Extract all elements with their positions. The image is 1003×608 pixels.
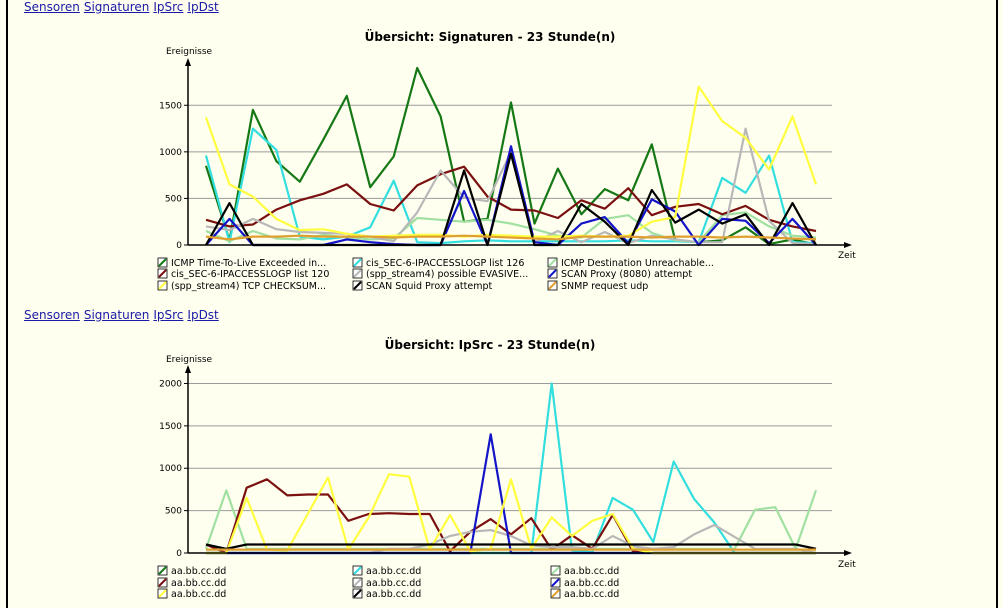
legend-swatch-line [548,258,557,267]
series-line-5 [205,127,817,246]
y-axis-label: Ereignisse [166,355,213,365]
nav-link-ipsrc[interactable]: IpSrc [153,308,184,322]
legend-label: aa.bb.cc.dd [171,566,226,577]
y-axis-arrow [185,58,191,66]
series-line-1 [204,66,817,246]
legend-swatch-line [158,269,167,278]
series-line-7 [204,85,818,238]
legend-swatch-line [548,269,557,278]
signaturen-chart: Übersicht: Signaturen - 23 Stunde(n) Erei… [157,29,856,292]
legend-label: SCAN Squid Proxy attempt [366,281,493,292]
y-tick-label: 0 [176,241,182,251]
legend-swatch-line [158,258,167,267]
nav-link-sensoren[interactable]: Sensoren [24,308,80,322]
legend-label: aa.bb.cc.dd [171,578,226,589]
y-axis-label: Ereignisse [166,47,213,57]
legend-label: SNMP request udp [561,281,648,292]
series-line-3 [204,489,818,550]
y-tick-label: 1000 [159,464,182,474]
legend-swatch-line [551,589,560,598]
x-axis-arrow [844,242,852,248]
legend-label: aa.bb.cc.dd [366,578,421,589]
legend-label: aa.bb.cc.dd [564,566,619,577]
legend-swatch-line [551,578,560,587]
legend-label: ICMP Destination Unreachable... [561,258,714,269]
y-tick-label: 0 [176,549,182,559]
x-axis-label: Zeit [838,560,856,570]
legend-label: cis_SEC-6-IPACCESSLOGP list 126 [366,258,524,269]
x-axis-label: Zeit [838,251,856,261]
legend-label: aa.bb.cc.dd [564,578,619,589]
nav-link-ipdst[interactable]: IpDst [187,0,219,14]
y-axis-arrow [185,365,191,373]
y-tick-label: 1500 [159,422,182,432]
nav-link-sensoren[interactable]: Sensoren [24,0,80,14]
legend-label: cis_SEC-6-IPACCESSLOGP list 120 [171,269,329,280]
legend-label: aa.bb.cc.dd [366,566,421,577]
y-tick-label: 2000 [159,379,182,389]
frame-left-border [6,0,8,608]
legend-swatch-line [353,269,362,278]
legend-label: aa.bb.cc.dd [366,589,421,600]
nav-link-signaturen[interactable]: Signaturen [83,308,150,322]
legend-label: ICMP Time-To-Live Exceeded in... [171,258,326,269]
nav-bar-middle: Sensoren Signaturen IpSrc IpDst [24,308,223,322]
legend-swatch-line [158,281,167,290]
legend-label: (spp_stream4) possible EVASIVE... [366,269,528,280]
x-axis-arrow [844,550,852,556]
series-line-3 [205,211,817,244]
chart-title: Übersicht: IpSrc - 23 Stunde(n) [385,337,596,352]
series-line-8 [205,543,817,550]
legend-swatch-line [158,578,167,587]
series-line-4 [205,165,817,233]
legend-swatch-line [353,258,362,267]
legend-swatch-line [353,281,362,290]
legend-label: aa.bb.cc.dd [171,589,226,600]
frame-right-border [996,0,998,608]
legend-swatch-line [353,578,362,587]
y-tick-label: 1000 [159,148,182,158]
nav-link-signaturen[interactable]: Signaturen [83,0,150,14]
series-line-7 [206,473,816,555]
legend-swatch-line [551,566,560,575]
chart-title: Übersicht: Signaturen - 23 Stunde(n) [365,29,616,44]
nav-link-ipsrc[interactable]: IpSrc [153,0,184,14]
legend-swatch-line [353,589,362,598]
y-tick-label: 500 [165,507,182,517]
legend-label: aa.bb.cc.dd [564,589,619,600]
legend-swatch-line [548,281,557,290]
series-line-4 [205,478,816,555]
legend-label: (spp_stream4) TCP CHECKSUM... [171,281,326,292]
nav-link-ipdst[interactable]: IpDst [187,308,219,322]
y-tick-label: 500 [165,194,182,204]
series-line-9 [205,234,817,241]
y-tick-label: 1500 [159,101,182,111]
legend-label: SCAN Proxy (8080) attempt [561,269,692,280]
legend-swatch-line [158,566,167,575]
legend-swatch-line [353,566,362,575]
nav-bar-top: Sensoren Signaturen IpSrc IpDst [24,0,223,14]
legend-swatch-line [158,589,167,598]
